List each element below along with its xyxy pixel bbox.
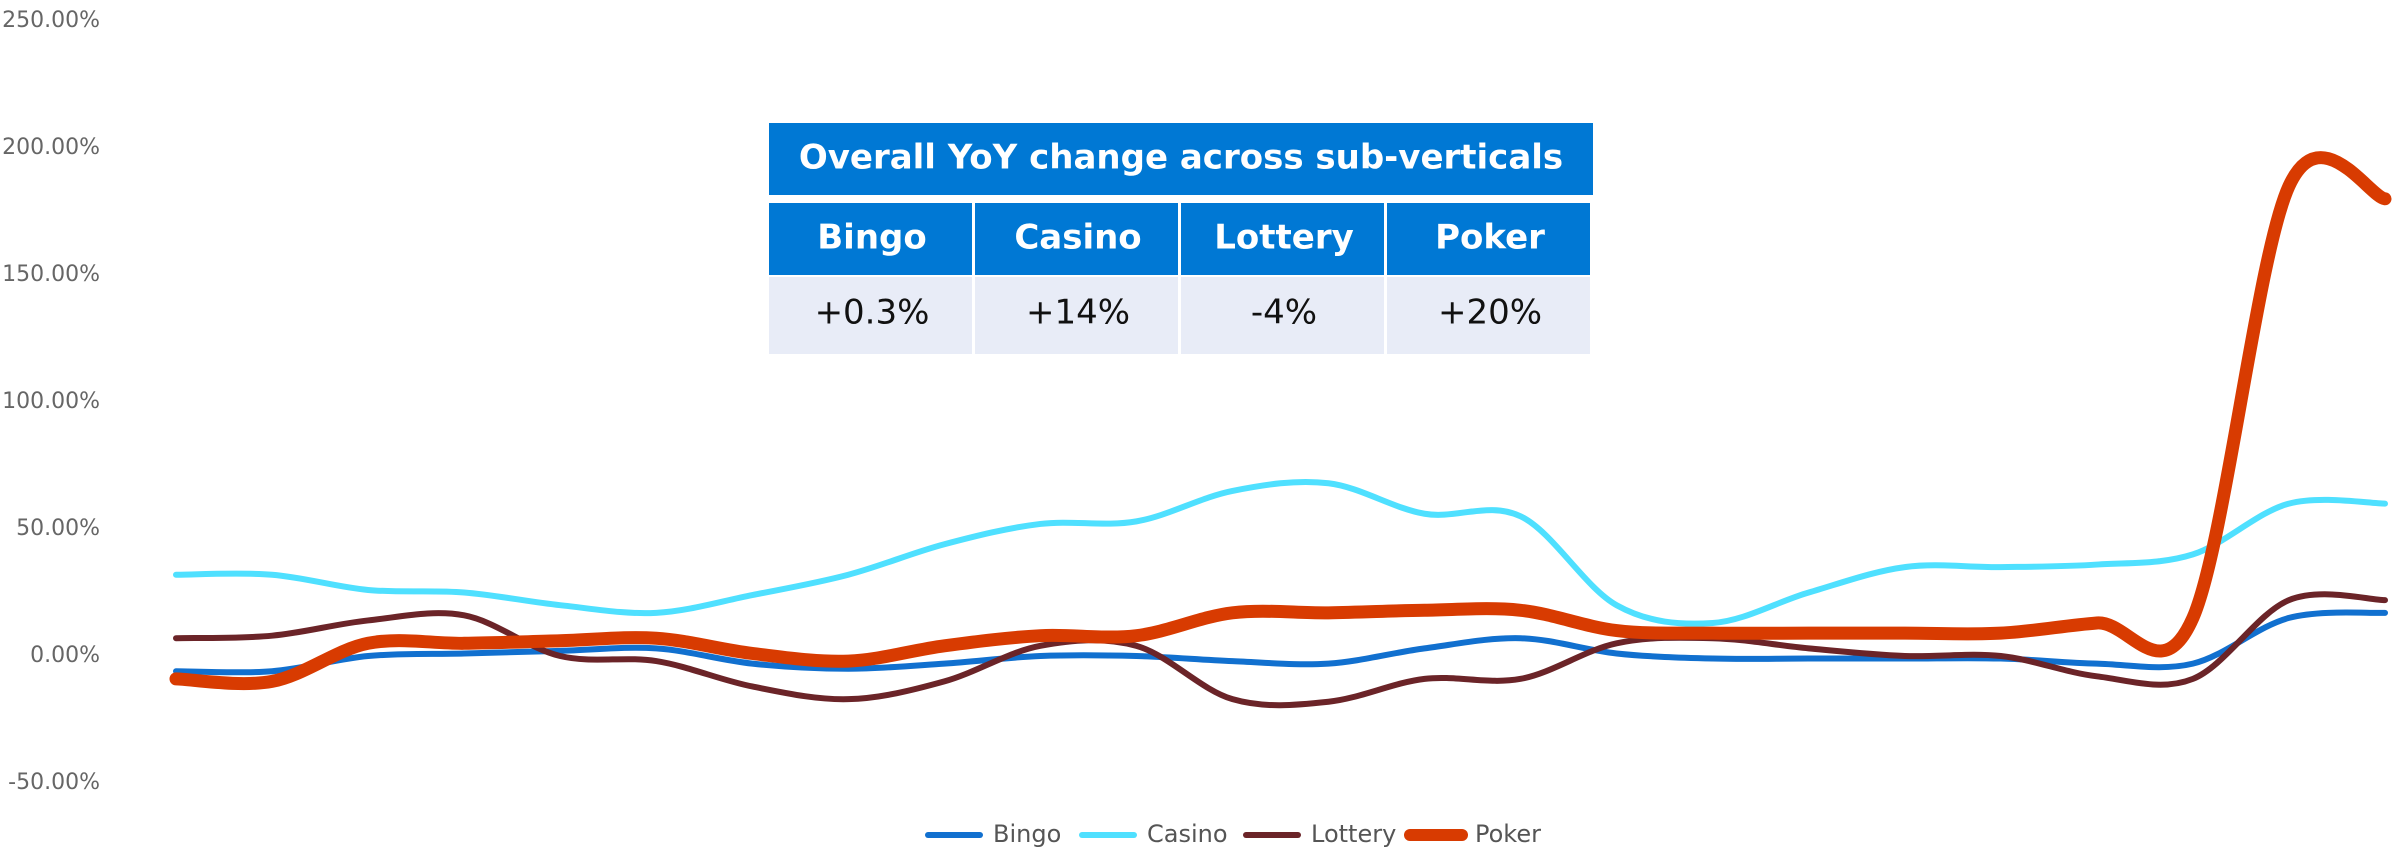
table-header-cell	[1181, 203, 1384, 275]
y-tick-label: 100.00%	[2, 389, 100, 414]
table-header: Casino	[1014, 218, 1141, 258]
y-tick-label: 0.00%	[30, 643, 100, 668]
table-title: Overall YoY change across sub-verticals	[799, 138, 1563, 178]
table-header-cell	[769, 203, 972, 275]
table-header-cell	[1387, 203, 1590, 275]
table-value: +14%	[1026, 293, 1130, 333]
table-header-cell	[975, 203, 1178, 275]
table-header: Poker	[1435, 218, 1545, 258]
y-tick-label: 50.00%	[16, 516, 100, 541]
y-tick-label: 200.00%	[2, 135, 100, 160]
table-value: +20%	[1438, 293, 1542, 333]
table-value-cell	[1387, 277, 1590, 354]
legend-label: Lottery	[1311, 820, 1396, 848]
y-tick-label: 150.00%	[2, 262, 100, 287]
table-header: Bingo	[817, 218, 926, 258]
series-line	[169, 151, 2392, 691]
table-value-cell	[1181, 277, 1384, 354]
legend-label: Bingo	[993, 820, 1061, 848]
legend-label: Casino	[1147, 820, 1228, 848]
table-value: +0.3%	[815, 293, 930, 333]
series-line	[173, 591, 2388, 709]
table-value-cell	[975, 277, 1178, 354]
table-title-bg	[769, 123, 1593, 195]
legend-label: Poker	[1475, 820, 1541, 848]
series-line	[173, 478, 2388, 627]
y-tick-label: -50.00%	[8, 770, 100, 795]
table-value-cell	[769, 277, 972, 354]
table-value: -4%	[1251, 293, 1317, 333]
table-header: Lottery	[1214, 218, 1354, 258]
y-tick-label: 250.00%	[2, 8, 100, 33]
